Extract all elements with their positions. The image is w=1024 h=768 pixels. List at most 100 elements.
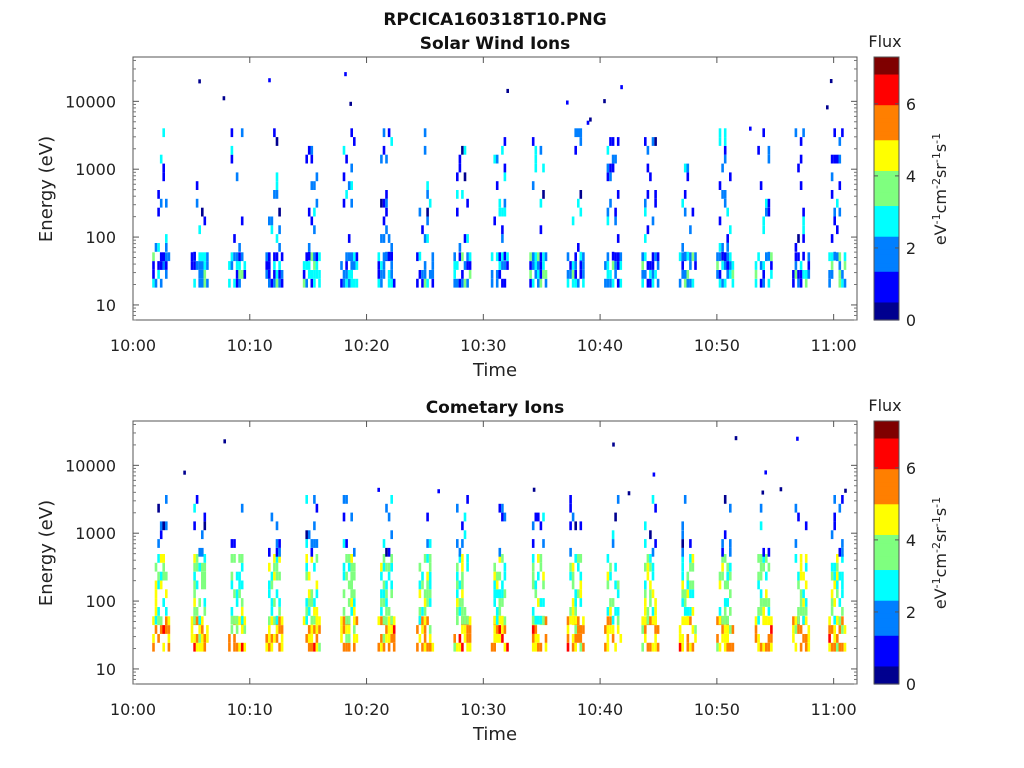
heatmap-cell xyxy=(380,571,383,581)
heatmap-cell xyxy=(162,521,165,531)
colorbar-segment xyxy=(874,491,899,497)
heatmap-cell xyxy=(315,634,319,643)
heatmap-cell xyxy=(195,616,199,626)
heatmap-cell xyxy=(537,261,540,270)
heatmap-cell xyxy=(203,270,207,279)
heatmap-cell xyxy=(382,642,386,652)
heatmap-cell xyxy=(721,251,724,261)
heatmap-cell xyxy=(421,625,424,634)
heatmap-cell xyxy=(230,128,234,138)
heatmap-cell xyxy=(689,278,692,288)
heatmap-cell xyxy=(833,615,836,625)
heatmap-cell xyxy=(428,198,432,208)
heatmap-cell xyxy=(577,634,580,643)
heatmap-cell xyxy=(649,598,652,607)
colorbar-segment xyxy=(874,635,899,641)
heatmap-cell xyxy=(468,625,472,634)
heatmap-cell xyxy=(426,598,429,607)
heatmap-cell xyxy=(503,261,507,270)
heatmap-cell xyxy=(461,252,464,262)
heatmap-cell xyxy=(157,270,160,279)
heatmap-cell xyxy=(230,554,234,563)
colorbar-segment xyxy=(874,109,899,115)
heatmap-cell xyxy=(498,598,502,607)
colorbar-segment xyxy=(874,140,899,146)
colorbar-segment xyxy=(874,438,899,444)
heatmap-cell xyxy=(531,571,535,581)
heatmap-cell xyxy=(838,625,842,634)
heatmap-cell xyxy=(765,598,768,607)
heatmap-cell xyxy=(275,589,279,599)
y-tick-label: 10 xyxy=(96,660,116,679)
heatmap-cell xyxy=(841,607,844,616)
heatmap-cell xyxy=(644,616,647,626)
heatmap-cell xyxy=(154,615,158,625)
panel-cometary: Cometary Ions 10:00 10:10 10:20 10:30 10:40 1… xyxy=(36,396,950,745)
heatmap-cell xyxy=(468,634,472,643)
heatmap-cell xyxy=(490,642,494,652)
heatmap-cell xyxy=(223,439,226,444)
heatmap-cell xyxy=(802,128,805,138)
heatmap-cell xyxy=(686,251,690,261)
heatmap-cell xyxy=(729,172,732,182)
heatmap-cell xyxy=(193,562,196,572)
heatmap-cell xyxy=(463,634,467,643)
heatmap-cell xyxy=(838,547,842,557)
heatmap-cell xyxy=(729,503,732,513)
colorbar-segment xyxy=(874,302,899,308)
heatmap-cell xyxy=(235,270,239,279)
heatmap-cell xyxy=(574,261,577,270)
heatmap-cell xyxy=(468,261,472,270)
heatmap-cell xyxy=(203,512,207,522)
heatmap-cell xyxy=(542,512,545,522)
heatmap-cell xyxy=(313,539,316,548)
heatmap-cell xyxy=(278,607,281,616)
heatmap-cell xyxy=(468,270,472,279)
heatmap-cell xyxy=(313,261,316,270)
colorbar-segment xyxy=(874,552,899,558)
colorbar-frame xyxy=(873,420,900,685)
heatmap-cell xyxy=(723,554,727,563)
heatmap-cell xyxy=(350,554,353,563)
heatmap-cell xyxy=(654,137,657,146)
heatmap-cell xyxy=(726,580,729,590)
heatmap-cell xyxy=(574,521,577,531)
heatmap-cell xyxy=(569,503,572,513)
heatmap-cell xyxy=(529,252,532,262)
heatmap-cell xyxy=(190,261,194,270)
heatmap-cell xyxy=(723,137,727,146)
heatmap-cell xyxy=(830,571,834,581)
heatmap-cell xyxy=(157,607,160,616)
heatmap-cell xyxy=(154,278,158,288)
heatmap-cell xyxy=(428,580,432,590)
heatmap-cell xyxy=(797,163,800,173)
heatmap-cell xyxy=(503,616,507,626)
heatmap-cell xyxy=(683,251,687,261)
heatmap-cell xyxy=(619,261,623,270)
heatmap-cell xyxy=(165,261,168,270)
heatmap-cell xyxy=(609,571,612,581)
heatmap-cell xyxy=(681,642,684,652)
colorbar-segment xyxy=(874,284,899,290)
heatmap-cell xyxy=(278,547,281,557)
heatmap-cell xyxy=(841,642,844,652)
heatmap-cell xyxy=(382,634,386,643)
heatmap-cell xyxy=(203,642,207,652)
heatmap-cell xyxy=(313,521,316,531)
heatmap-cell xyxy=(726,562,729,572)
heatmap-cell xyxy=(689,607,692,616)
heatmap-cell xyxy=(721,261,724,270)
heatmap-cell xyxy=(542,261,545,270)
heatmap-cell xyxy=(353,625,356,634)
heatmap-cell xyxy=(426,642,429,652)
x-tick-label: 10:40 xyxy=(577,700,623,719)
heatmap-cell xyxy=(606,270,610,279)
heatmap-cell xyxy=(495,181,499,190)
heatmap-cell xyxy=(270,512,274,522)
heatmap-cell xyxy=(841,571,844,581)
heatmap-cell xyxy=(838,571,842,581)
heatmap-cell xyxy=(416,278,419,288)
heatmap-cell xyxy=(721,562,724,572)
heatmap-cell xyxy=(606,634,610,643)
heatmap-cell xyxy=(385,190,388,199)
